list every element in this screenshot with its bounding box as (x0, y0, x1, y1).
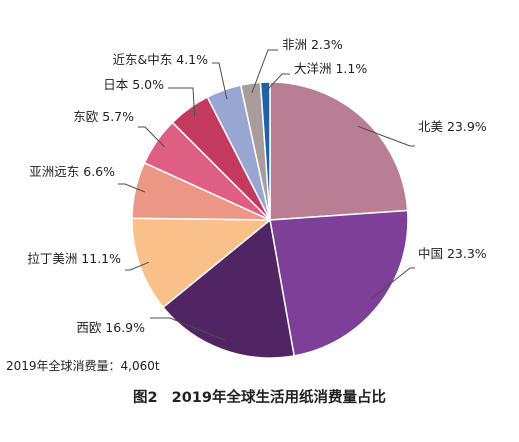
slice-label-8: 近东&中东 4.1% (113, 52, 209, 67)
figure-title: 2019年全球生活用纸消费量占比 (171, 390, 386, 406)
slice-label-4: 拉丁美洲 11.1% (27, 251, 121, 266)
slice-label-2: 中国 23.3% (418, 246, 487, 261)
figure-caption: 图2 2019年全球生活用纸消费量占比 (0, 386, 519, 407)
slice-labels: 北美 23.9% 中国 23.3% 西欧 16.9% 拉丁美洲 11.1% 亚洲远东 6… (27, 37, 486, 335)
slice-label-3: 西欧 16.9% (76, 320, 145, 335)
pie-slice-1 (269, 81, 409, 221)
slice-label-7: 日本 5.0% (103, 77, 164, 92)
leader-line-5 (118, 183, 145, 193)
leader-line-4 (125, 261, 149, 271)
slice-label-6: 东欧 5.7% (73, 109, 134, 124)
leader-line-2 (370, 267, 415, 300)
figure-number: 图2 (133, 390, 158, 406)
leader-line-3 (150, 317, 226, 341)
pie-slices (131, 81, 409, 359)
slice-label-10: 大洋洲 1.1% (294, 61, 367, 76)
leader-lines (118, 49, 415, 341)
slice-label-1: 北美 23.9% (418, 119, 487, 134)
slice-label-5: 亚洲远东 6.6% (29, 164, 115, 179)
leader-line-10 (265, 73, 290, 93)
pie-slice-3 (162, 218, 296, 359)
leader-line-1 (357, 125, 415, 147)
total-consumption-note: 2019年全球消费量：4,060t (6, 359, 160, 373)
leader-line-6 (138, 126, 165, 148)
leader-line-7 (168, 87, 196, 117)
slice-label-9: 非洲 2.3% (282, 37, 343, 52)
pie-slice-2 (269, 209, 409, 357)
pie-slice-10 (259, 81, 271, 221)
leader-line-8 (212, 62, 228, 100)
leader-line-9 (251, 49, 278, 94)
